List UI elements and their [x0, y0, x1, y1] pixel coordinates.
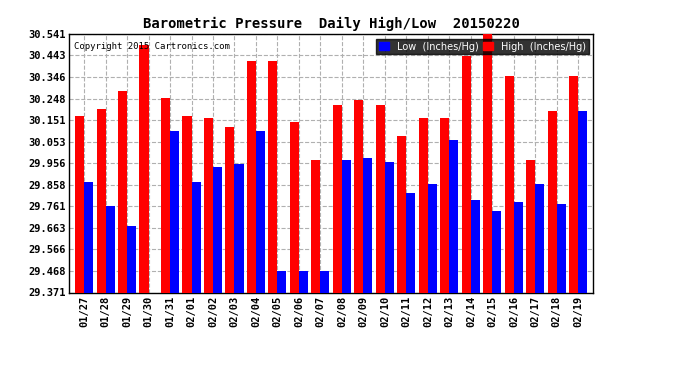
- Bar: [557, 204, 566, 292]
- Bar: [256, 131, 265, 292]
- Bar: [75, 116, 84, 292]
- Bar: [182, 116, 192, 292]
- Bar: [192, 182, 201, 292]
- Bar: [505, 76, 514, 292]
- Bar: [484, 34, 493, 292]
- Bar: [471, 200, 480, 292]
- Bar: [342, 160, 351, 292]
- Bar: [548, 111, 557, 292]
- Bar: [440, 118, 449, 292]
- Bar: [299, 271, 308, 292]
- Title: Barometric Pressure  Daily High/Low  20150220: Barometric Pressure Daily High/Low 20150…: [143, 17, 520, 31]
- Bar: [364, 158, 373, 292]
- Legend: Low  (Inches/Hg), High  (Inches/Hg): Low (Inches/Hg), High (Inches/Hg): [376, 39, 589, 54]
- Bar: [419, 118, 428, 292]
- Bar: [161, 98, 170, 292]
- Bar: [127, 226, 136, 292]
- Bar: [397, 136, 406, 292]
- Bar: [204, 118, 213, 292]
- Bar: [226, 127, 235, 292]
- Bar: [84, 182, 93, 292]
- Bar: [268, 60, 277, 292]
- Bar: [462, 56, 471, 292]
- Bar: [385, 162, 394, 292]
- Bar: [139, 45, 148, 292]
- Bar: [333, 105, 342, 292]
- Bar: [320, 271, 330, 292]
- Bar: [449, 140, 458, 292]
- Bar: [148, 292, 157, 321]
- Bar: [97, 109, 106, 292]
- Bar: [578, 111, 587, 292]
- Bar: [170, 131, 179, 292]
- Bar: [526, 160, 535, 292]
- Bar: [493, 211, 502, 292]
- Bar: [290, 122, 299, 292]
- Bar: [406, 193, 415, 292]
- Bar: [247, 60, 256, 292]
- Bar: [311, 160, 320, 292]
- Bar: [277, 271, 286, 292]
- Text: Copyright 2015 Cartronics.com: Copyright 2015 Cartronics.com: [75, 42, 230, 51]
- Bar: [514, 202, 523, 292]
- Bar: [569, 76, 578, 292]
- Bar: [428, 184, 437, 292]
- Bar: [235, 165, 244, 292]
- Bar: [376, 105, 385, 292]
- Bar: [106, 207, 115, 292]
- Bar: [355, 100, 364, 292]
- Bar: [118, 92, 127, 292]
- Bar: [213, 166, 222, 292]
- Bar: [535, 184, 544, 292]
